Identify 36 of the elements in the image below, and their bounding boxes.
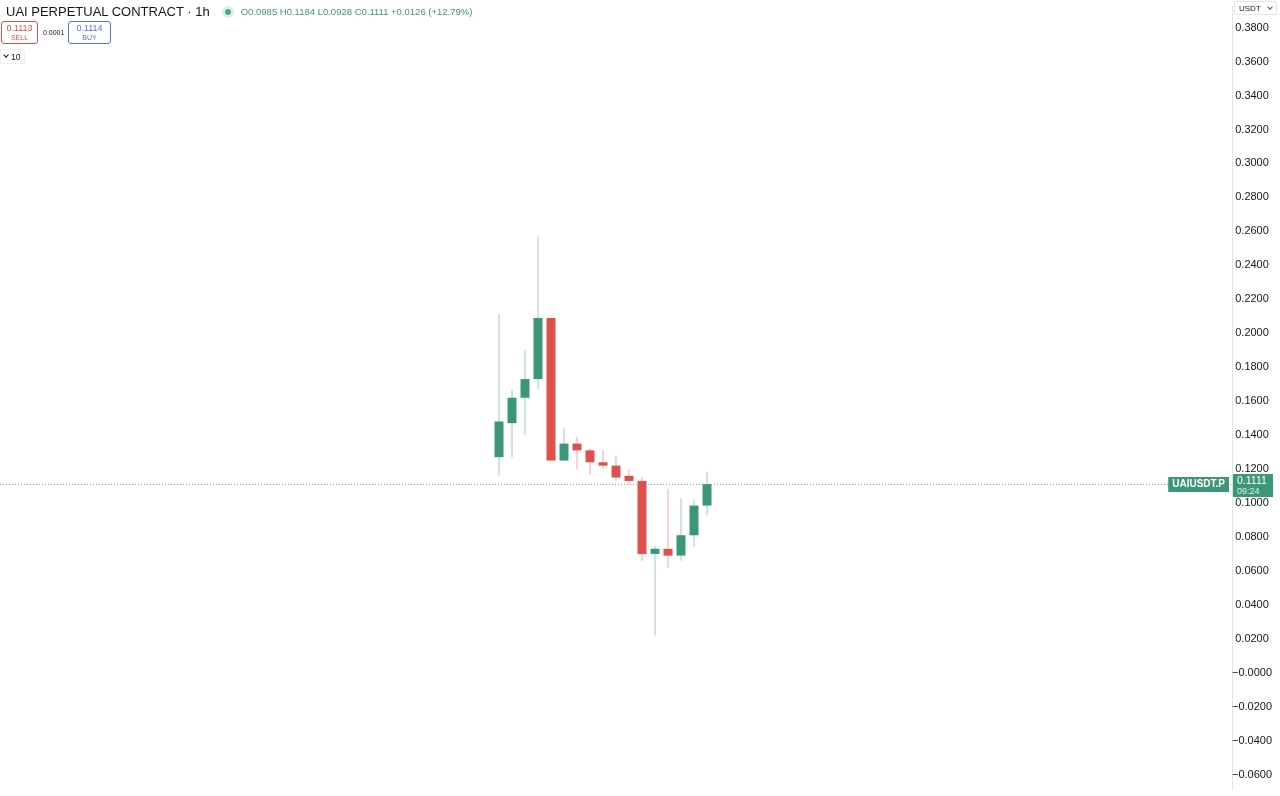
y-tick-label: 0.1200 [1235, 462, 1269, 475]
y-tick-label: 0.1000 [1235, 496, 1269, 509]
y-tick-label: −0.0400 [1232, 733, 1273, 746]
y-tick-label: 0.3800 [1235, 20, 1269, 33]
text: 09:24 [1237, 485, 1260, 496]
annotation: 10 [11, 51, 21, 62]
chart-subtitle: O0.0985 H0.1184 L0.0928 C0.1111 +0.0126 (+12.79%) [240, 6, 473, 17]
y-tick-label: 0.2400 [1235, 258, 1269, 271]
quantity-dropdown: 10 [0, 49, 26, 64]
y-tick-label: 0.2000 [1235, 326, 1269, 339]
y-tick-label: 0.2800 [1235, 190, 1269, 203]
y-tick-label: −0.0000 [1232, 665, 1273, 678]
ref-line-label: UAIUSDT.P [1172, 478, 1226, 490]
y-tick-label: 0.2600 [1235, 224, 1269, 237]
currency-dropdown: USDT [1234, 1, 1277, 15]
y-tick-label: 0.0400 [1235, 597, 1269, 610]
y-tick-label: 0.0200 [1235, 631, 1269, 644]
y-tick-label: 0.0800 [1235, 529, 1269, 542]
candlestick [663, 489, 673, 568]
chart-title: UAI PERPETUAL CONTRACT · 1h [6, 4, 210, 19]
y-tick-label: 0.0600 [1235, 563, 1269, 576]
annotation: 0.1111 [1237, 473, 1267, 486]
candlestick [650, 545, 660, 636]
y-tick-label: −0.0600 [1232, 767, 1273, 780]
y-tick-label: 0.2200 [1235, 292, 1269, 305]
y-tick-label: 0.1800 [1235, 360, 1269, 373]
y-axis-title: USDT [1239, 3, 1261, 13]
y-tick-label: 0.3600 [1235, 54, 1269, 67]
y-tick-label: 0.1600 [1235, 394, 1269, 407]
y-tick-label: −0.0200 [1232, 699, 1273, 712]
y-tick-label: 0.1400 [1235, 428, 1269, 441]
y-tick-label: 0.3400 [1235, 88, 1269, 101]
annotation: 0.1114 [76, 23, 103, 33]
annotation: 0.1113 [6, 23, 33, 33]
y-tick-label: 0.3000 [1235, 156, 1269, 169]
y-tick-label: 0.3200 [1235, 122, 1269, 135]
